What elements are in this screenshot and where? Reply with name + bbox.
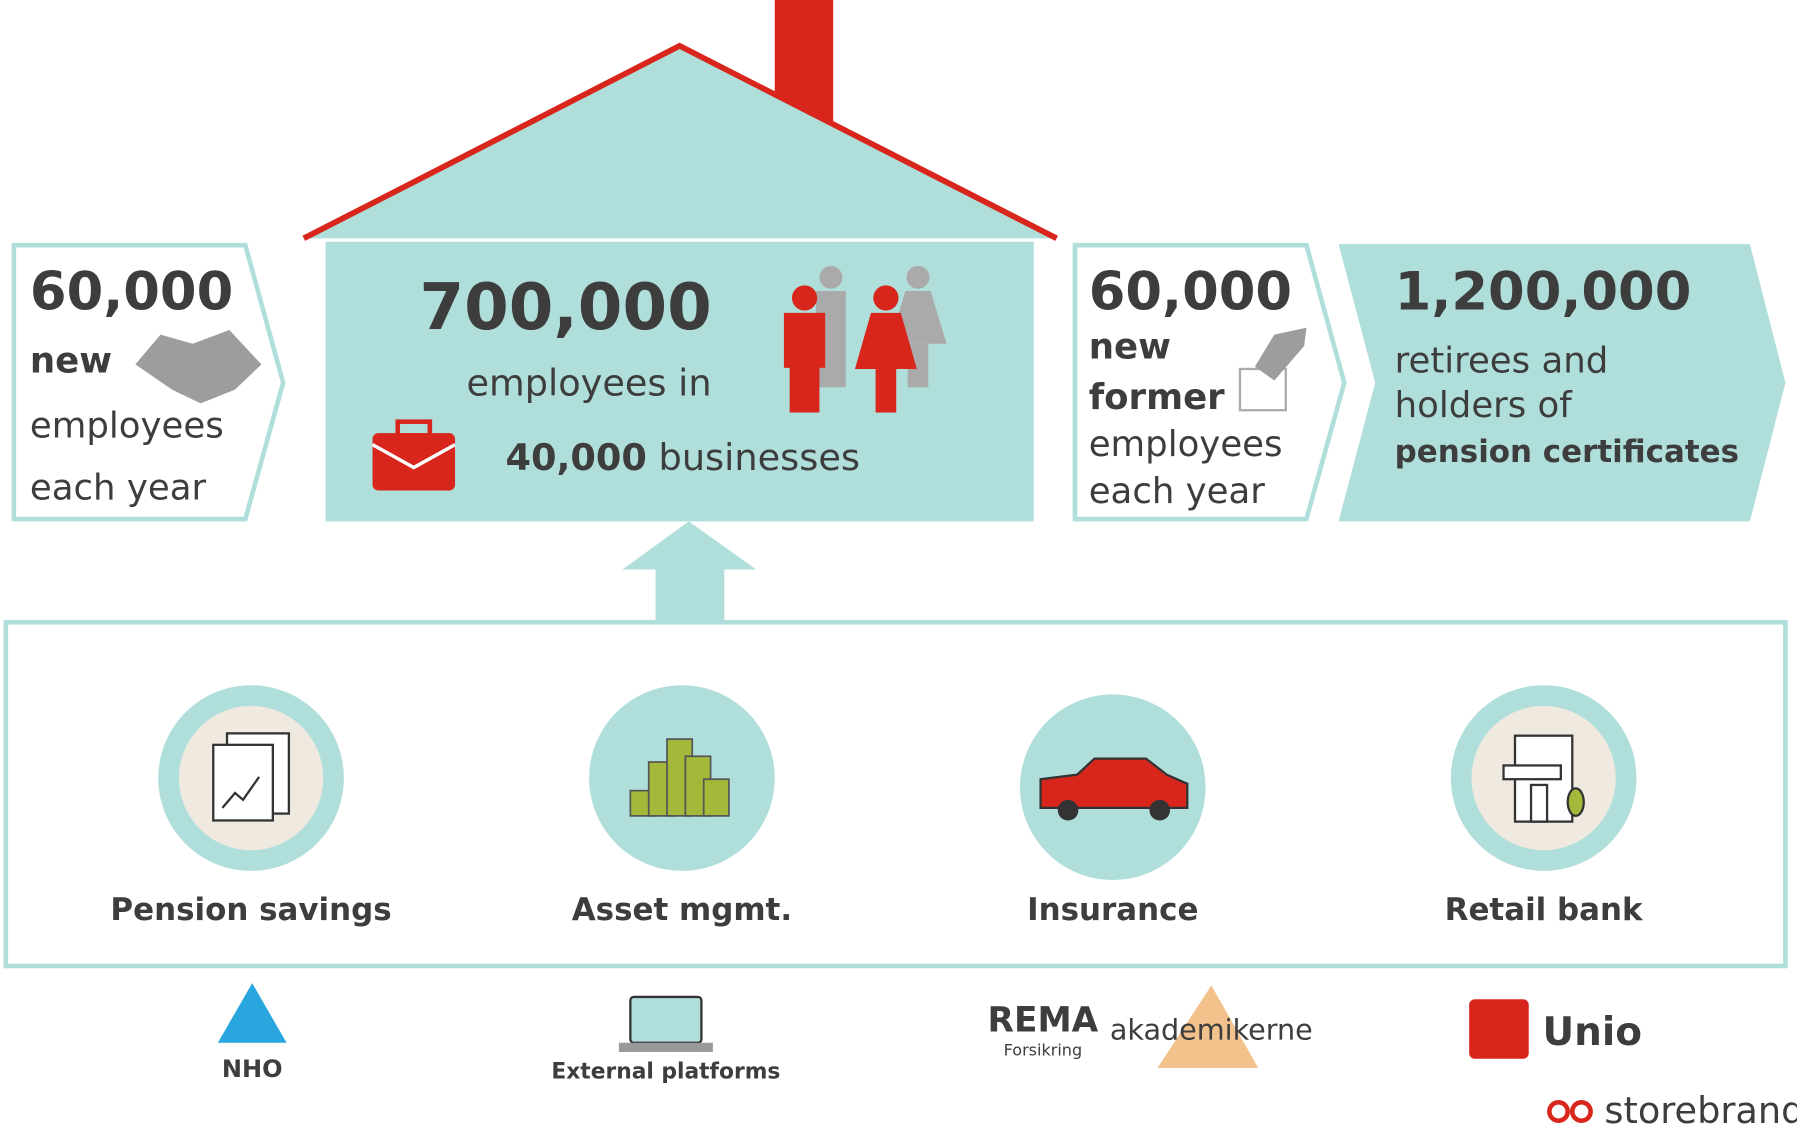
infographic: 60,000 new employees each year 700,000 e… — [0, 0, 1797, 1131]
left-line: each year — [30, 468, 207, 509]
right-line: each year — [1089, 471, 1266, 512]
platforms-label: External platforms — [551, 1059, 780, 1084]
service-label: Asset mgmt. — [572, 892, 792, 928]
businesses-number: 40,000 — [505, 436, 646, 479]
right-number: 60,000 — [1089, 261, 1292, 322]
storebrand-icon — [1549, 1102, 1590, 1120]
laptop-icon — [630, 997, 701, 1043]
service-label: Pension savings — [110, 892, 391, 928]
unio-label: Unio — [1542, 1010, 1641, 1055]
up-arrow — [622, 521, 756, 624]
businesses-label: businesses — [659, 436, 860, 479]
right-line: new — [1089, 327, 1171, 368]
laptop-base — [619, 1043, 713, 1052]
retirees-number: 1,200,000 — [1395, 261, 1692, 322]
document-icon — [213, 733, 289, 820]
roof — [304, 46, 1057, 239]
left-number: 60,000 — [30, 261, 233, 322]
akademikerne-logo: akademikerne — [1110, 1012, 1313, 1046]
house-number: 700,000 — [420, 270, 712, 345]
retirees-line: holders of — [1395, 385, 1574, 426]
left-line: employees — [30, 406, 224, 447]
service-label: Insurance — [1027, 892, 1198, 928]
bank-icon — [1504, 736, 1584, 822]
nho-label: NHO — [222, 1055, 283, 1083]
right-line: former — [1089, 377, 1225, 418]
right-line: employees — [1089, 424, 1283, 465]
left-line: new — [30, 340, 112, 381]
unio-logo — [1469, 999, 1529, 1059]
storebrand-label: storebrand — [1604, 1089, 1797, 1131]
house-line: employees in — [466, 361, 711, 404]
businesses: 40,000 businesses — [505, 436, 860, 479]
page: 60,000 new employees each year 700,000 e… — [0, 0, 1797, 1131]
service-label: Retail bank — [1445, 892, 1644, 928]
retirees-line: retirees and — [1395, 340, 1609, 381]
rema-logo: REMA — [988, 1000, 1099, 1040]
rema-sub: Forsikring — [1004, 1040, 1083, 1059]
retirees-bold: pension certificates — [1395, 434, 1739, 470]
nho-logo — [218, 983, 287, 1043]
